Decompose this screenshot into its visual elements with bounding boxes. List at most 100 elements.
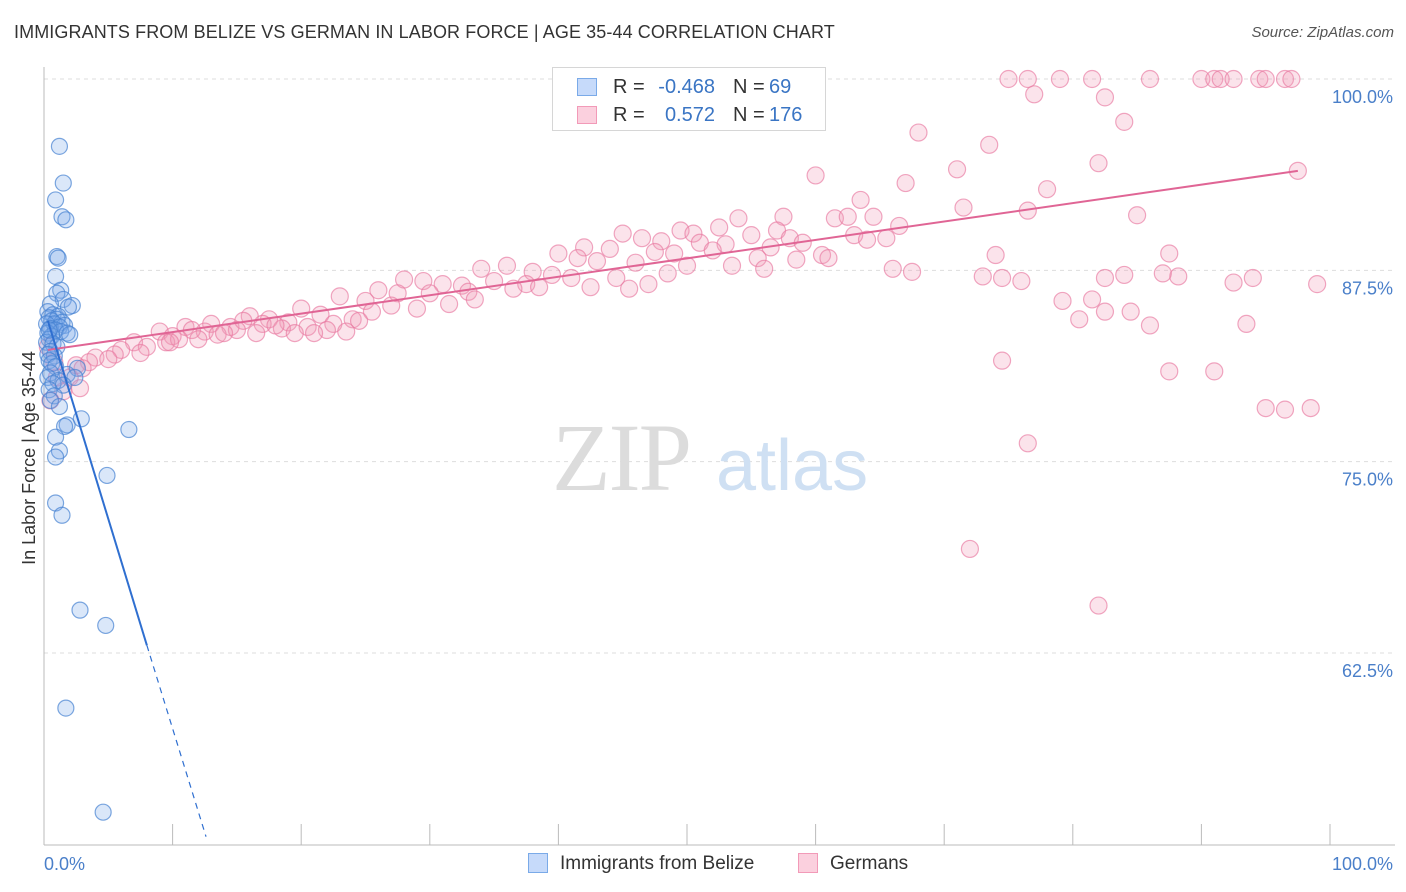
legend-r-value: 0.572 — [664, 104, 715, 126]
german-point — [806, 166, 825, 185]
german-point — [1256, 69, 1275, 89]
german-point — [851, 190, 870, 210]
german-point — [652, 232, 671, 251]
legend-swatch-blue — [577, 78, 597, 96]
german-point — [549, 244, 568, 263]
german-point — [658, 264, 677, 283]
german-point — [1205, 362, 1224, 381]
german-point — [1127, 206, 1147, 225]
german-point — [1205, 69, 1224, 89]
german-point — [973, 267, 992, 286]
german-point — [986, 245, 1005, 265]
german-point — [497, 256, 517, 275]
german-point — [1095, 268, 1115, 288]
belize-point — [50, 397, 69, 416]
german-point — [1256, 398, 1275, 418]
trend-lines — [46, 169, 1298, 837]
german-point — [947, 160, 967, 179]
german-point — [1224, 69, 1243, 89]
y-tick-label: 100.0% — [1332, 87, 1393, 107]
legend-swatch-pink — [577, 106, 597, 124]
legend-n-value: 176 — [769, 104, 803, 126]
german-point — [645, 242, 664, 262]
german-point — [349, 311, 369, 330]
german-point — [285, 323, 304, 343]
german-point — [1192, 69, 1211, 89]
german-point — [1160, 244, 1179, 263]
german-point — [722, 256, 742, 275]
german-point — [1224, 273, 1243, 292]
x-tick-label: 100.0% — [1332, 854, 1393, 874]
german-point — [902, 262, 922, 281]
bottom-legend-swatch-blue — [528, 853, 548, 873]
belize-point — [61, 326, 79, 344]
german-point — [1308, 275, 1327, 294]
german-point — [131, 343, 150, 363]
german-point — [954, 198, 973, 217]
belize-point — [53, 506, 71, 524]
belize-point — [54, 174, 72, 192]
german-point — [626, 253, 645, 272]
gridlines — [44, 78, 1395, 654]
german-point — [542, 265, 562, 285]
german-point — [890, 216, 909, 236]
german-point — [1089, 596, 1108, 615]
german-point — [105, 345, 124, 364]
german-point — [980, 135, 999, 154]
german-point — [1018, 434, 1037, 453]
german-point — [838, 207, 857, 226]
belize-point — [46, 191, 65, 209]
german-point — [710, 218, 729, 237]
german-point — [864, 207, 883, 226]
german-point — [1282, 69, 1301, 89]
german-point — [742, 226, 761, 245]
german-point — [613, 224, 632, 243]
y-tick-label: 87.5% — [1342, 278, 1393, 298]
belize-point — [57, 211, 75, 229]
belize-point — [41, 391, 60, 410]
german-point — [1250, 69, 1269, 89]
belize-point — [50, 137, 69, 155]
german-point — [600, 239, 619, 259]
german-point — [1012, 271, 1031, 291]
german-point — [439, 294, 459, 314]
belize-point — [94, 803, 112, 821]
german-point — [562, 268, 581, 288]
german-point — [632, 229, 652, 248]
german-point — [1095, 88, 1115, 107]
german-point — [992, 268, 1012, 288]
bottom-legend-swatch-pink — [798, 853, 818, 873]
belize-point — [120, 420, 138, 439]
watermark-zip: ZIP — [552, 404, 690, 511]
german-point — [877, 229, 896, 248]
belize-trend-extension — [146, 645, 207, 837]
german-point — [1153, 264, 1172, 283]
belize-point — [98, 466, 116, 485]
belize-point — [48, 284, 66, 302]
german-point — [1121, 302, 1140, 321]
german-point — [1140, 69, 1160, 89]
german-point — [1082, 69, 1102, 89]
german-point — [677, 256, 697, 275]
x-tick-label: 0.0% — [44, 854, 85, 874]
belize-points — [37, 137, 138, 821]
german-point — [1301, 398, 1320, 418]
legend-n-label: N = — [733, 76, 765, 98]
german-point — [883, 259, 902, 278]
belize-point — [46, 428, 65, 446]
chart-title: IMMIGRANTS FROM BELIZE VS GERMAN IN LABO… — [14, 22, 835, 42]
y-tick-label: 62.5% — [1342, 661, 1393, 681]
german-point — [857, 230, 877, 249]
legend-row-belize: R = -0.468 N = 69 — [553, 74, 825, 102]
german-point — [304, 323, 324, 343]
axes — [43, 67, 1395, 846]
german-point — [992, 351, 1012, 370]
legend-row-germans: R = 0.572 N = 176 — [553, 102, 825, 130]
german-point — [369, 281, 388, 300]
watermark-atlas: atlas — [716, 426, 868, 506]
german-point — [189, 330, 208, 349]
germans-points — [38, 69, 1327, 615]
legend-n-label: N = — [733, 104, 765, 126]
german-point — [1115, 265, 1134, 285]
